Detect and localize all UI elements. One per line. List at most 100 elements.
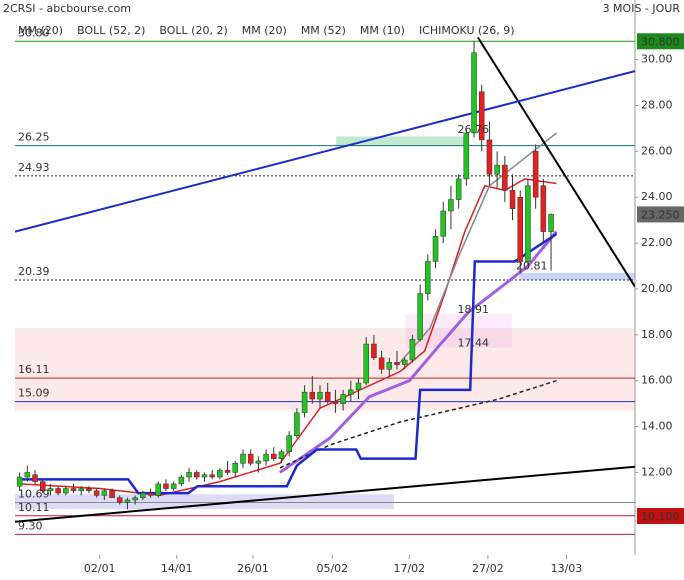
annotation: 17.44	[458, 337, 490, 350]
candle-body	[294, 412, 300, 436]
legend-entry: MM (52)	[301, 24, 346, 37]
candle-body	[440, 210, 446, 237]
candle-body	[525, 185, 531, 262]
legend-entry: MM (20)	[18, 24, 63, 37]
zone	[405, 313, 512, 348]
candle-body	[163, 483, 169, 489]
price-marker-label: 23.250	[641, 208, 680, 221]
candle-body	[147, 492, 154, 496]
annotation: 20.81	[516, 259, 548, 272]
level-label: 10.11	[18, 501, 50, 514]
candle-body	[301, 391, 308, 414]
candle-body	[278, 451, 285, 459]
candle-body	[155, 483, 162, 496]
candle-body	[332, 401, 339, 404]
price-marker	[637, 508, 684, 525]
candle-body	[101, 490, 108, 496]
legend-entry: MM (20)	[242, 24, 287, 37]
zone	[519, 272, 635, 281]
price-marker-label: 30.800	[641, 35, 680, 48]
y-tick-label: 28.00	[641, 98, 673, 111]
x-tick-label: 27/02	[472, 562, 504, 575]
trend-line	[477, 36, 635, 288]
price-marker	[637, 206, 684, 223]
candle-body	[63, 488, 69, 494]
candle-body	[47, 488, 54, 492]
annotation: 26.76	[458, 123, 490, 136]
candle-body	[116, 497, 123, 503]
candle-body	[255, 460, 262, 464]
y-tick-label: 18.00	[641, 328, 673, 341]
candle-body	[217, 469, 223, 478]
annotation: 18.91	[458, 303, 490, 316]
y-tick-label: 12.00	[641, 465, 673, 478]
candle-body	[378, 357, 385, 370]
candle-body	[132, 497, 138, 501]
candle-body	[224, 469, 231, 473]
candle-body	[32, 474, 38, 482]
candle-body	[178, 476, 185, 485]
candle-body	[70, 488, 77, 492]
y-tick-label: 22.00	[641, 236, 673, 249]
x-tick-label: 26/01	[237, 562, 269, 575]
level-label: 16.11	[18, 363, 50, 376]
plot-area	[15, 36, 635, 535]
candle-body	[86, 488, 92, 492]
candle-body	[109, 490, 115, 498]
candle-body	[455, 178, 462, 200]
candle-body	[140, 492, 146, 498]
zone	[15, 494, 394, 510]
candle-body	[317, 391, 323, 400]
candle-body	[93, 490, 100, 496]
level-label: 24.93	[18, 161, 50, 174]
level-label: 9.30	[18, 519, 43, 532]
candle-body	[448, 199, 454, 212]
x-tick-label: 05/02	[316, 562, 348, 575]
legend-entry: BOLL (20, 2)	[159, 24, 227, 37]
candle-body	[509, 190, 516, 209]
x-tick-label: 14/01	[161, 562, 193, 575]
legend-entry: ICHIMOKU (26, 9)	[419, 24, 515, 37]
candle-body	[532, 151, 539, 198]
candle-body	[286, 435, 292, 453]
chart-subtitle: 3 MOIS - JOUR	[603, 2, 681, 15]
y-tick-label: 30.00	[641, 53, 673, 66]
level-label: 30.80	[18, 26, 50, 39]
candle-body	[371, 343, 377, 359]
candle-body	[355, 382, 362, 391]
candle-body	[24, 472, 31, 478]
candle-body	[486, 139, 493, 175]
candle-body	[432, 235, 439, 262]
candle-body	[363, 343, 369, 384]
level-label: 10.69	[18, 487, 50, 500]
candle-body	[409, 339, 416, 361]
candle-body	[263, 453, 269, 462]
candle-body	[39, 481, 46, 492]
indicator-line	[19, 232, 558, 495]
candle-body	[348, 389, 354, 395]
candle-body	[55, 488, 61, 494]
candle-body	[309, 391, 316, 400]
candle-body	[394, 362, 400, 365]
y-tick-label: 16.00	[641, 374, 673, 387]
price-marker	[637, 33, 684, 50]
x-tick-label: 17/02	[393, 562, 425, 575]
zone	[336, 136, 465, 146]
candle-body	[78, 488, 84, 492]
x-tick-label: 13/03	[551, 562, 583, 575]
candle-body	[170, 483, 177, 489]
chart-title: 2CRSI - abcbourse.com	[3, 2, 131, 15]
candle-body	[471, 52, 477, 134]
candle-body	[386, 362, 393, 370]
candle-body	[16, 476, 23, 487]
level-label: 26.25	[18, 131, 50, 144]
candle-body	[194, 472, 200, 478]
candle-body	[324, 391, 331, 402]
candle-body	[463, 132, 470, 180]
y-tick-label: 20.00	[641, 282, 673, 295]
trend-line	[15, 70, 635, 233]
x-tick-label: 02/01	[84, 562, 116, 575]
candle-body	[494, 164, 500, 175]
candle-body	[186, 472, 192, 478]
y-tick-label: 14.00	[641, 420, 673, 433]
